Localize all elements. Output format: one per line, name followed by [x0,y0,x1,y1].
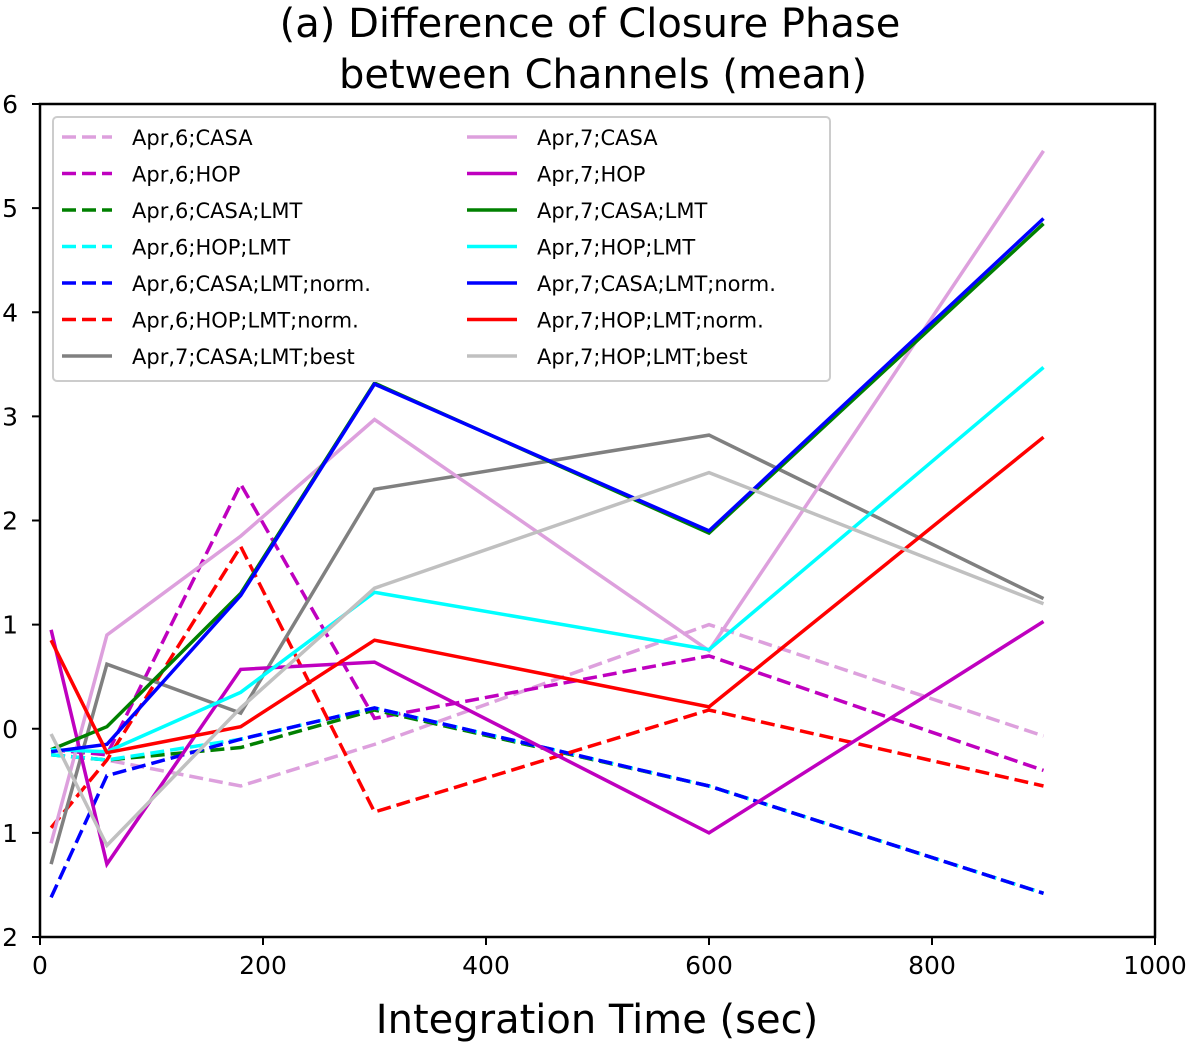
legend-frame [52,116,831,382]
series-line-apr-7-casa-lmt-best [49,433,1045,865]
series-line-apr-6-casa-lmt-norm [49,706,1045,899]
x-tick-label: 400 [462,951,510,980]
x-tick-label: 800 [908,951,956,980]
y-tick-label: 3 [2,402,18,431]
legend-label: Apr,7;CASA [537,126,658,150]
legend-label: Apr,7;CASA;LMT;norm. [537,272,776,296]
y-tick-label: 1 [2,611,18,640]
y-tick-label: 0 [2,715,18,744]
series-line-apr-7-hop-lmt-norm [49,435,1045,755]
legend-label: Apr,7;HOP;LMT;best [537,345,748,369]
y-tick-label: 2 [2,923,18,952]
legend-label: Apr,7;HOP [537,163,645,187]
legend-label: Apr,7;CASA;LMT [537,199,707,223]
series-line-apr-7-hop [49,620,1045,869]
x-tick-label: 200 [239,951,287,980]
legend-label: Apr,6;HOP [132,163,240,187]
series-line-apr-6-casa [50,622,1045,788]
axis-ticks: 0 200 400 600 800 1000 2 1 0 1 2 3 4 5 6 [2,90,1187,980]
series-line-apr-7-hop-lmt [51,366,1045,754]
y-tick-label: 6 [2,90,18,119]
x-axis-label: Integration Time (sec) [376,997,818,1042]
legend-label: Apr,7;CASA;LMT;best [132,345,355,369]
legend: Apr,6;CASA Apr,6;HOP Apr,6;CASA;LMT Apr,6;H… [52,116,831,382]
legend-label: Apr,7;HOP;LMT [537,236,695,260]
series-line-apr-7-casa-lmt-norm [50,217,1045,754]
y-tick-label: 5 [2,194,18,223]
x-tick-label: 600 [685,951,733,980]
series-line-apr-6-hop-lmt-norm [49,542,1044,829]
legend-label: Apr,6;HOP;LMT [132,236,290,260]
legend-label: Apr,7;HOP;LMT;norm. [537,309,764,333]
y-tick-label: 1 [2,819,18,848]
legend-label: Apr,6;CASA [132,126,253,150]
y-tick-label: 2 [2,507,18,536]
series-layer [49,149,1045,899]
legend-label: Apr,6;CASA;LMT [132,199,302,223]
legend-label: Apr,6;HOP;LMT;norm. [132,309,359,333]
series-line-apr-7-hop-lmt-best [49,470,1045,849]
chart-title-line-1: (a) Difference of Closure Phase [280,1,901,47]
chart-title-line-2: between Channels (mean) [339,52,867,98]
series-line-apr-7-casa [49,149,1045,844]
x-tick-label: 1000 [1123,951,1187,980]
legend-label: Apr,6;CASA;LMT;norm. [132,272,371,296]
series-line-apr-6-casa-lmt [50,708,1045,895]
x-tick-label: 0 [32,951,48,980]
y-tick-label: 4 [2,298,18,327]
